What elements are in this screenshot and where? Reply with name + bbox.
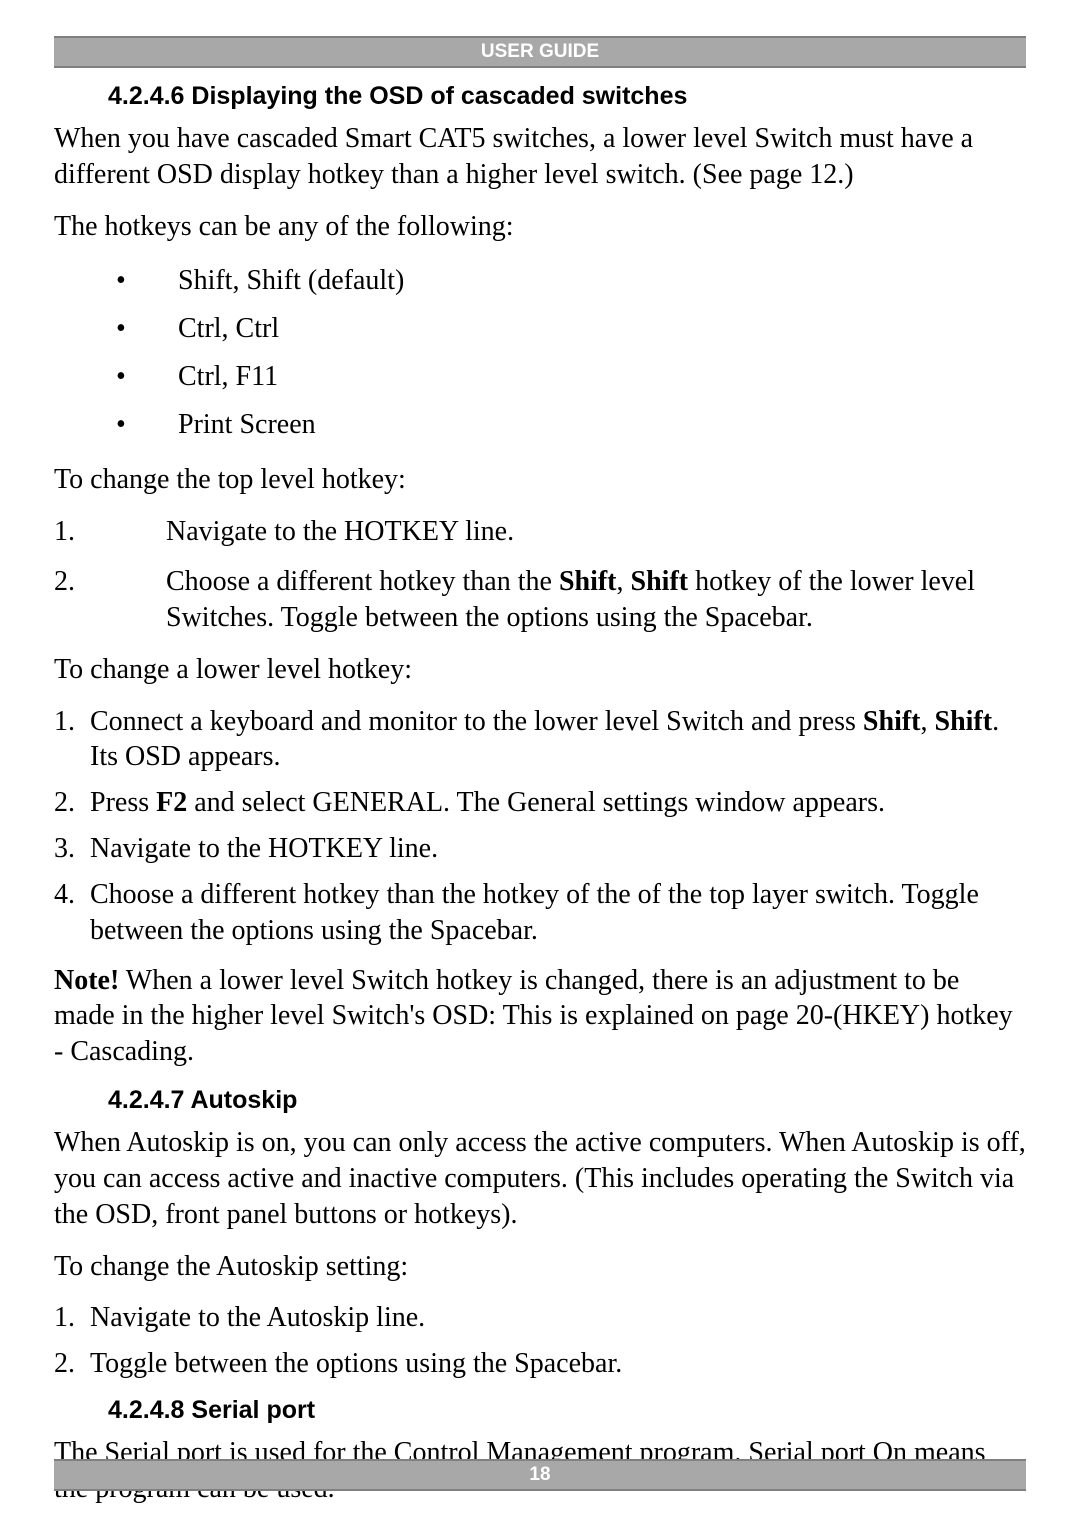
step-text: Toggle between the options using the Spa… [90, 1346, 1026, 1382]
hotkey-bullet-list: Shift, Shift (default) Ctrl, Ctrl Ctrl, … [54, 260, 1026, 446]
section-heading-4-2-4-6: 4.2.4.6 Displaying the OSD of cascaded s… [108, 82, 1026, 111]
paragraph: To change a lower level hotkey: [54, 652, 1026, 688]
step-number: 2. [54, 564, 166, 636]
list-item: Shift, Shift (default) [54, 260, 1026, 302]
step-text: Navigate to the HOTKEY line. [90, 831, 1026, 867]
step-text: Navigate to the Autoskip line. [90, 1300, 1026, 1336]
list-item: Ctrl, F11 [54, 356, 1026, 398]
list-item: 1. Connect a keyboard and monitor to the… [54, 704, 1026, 776]
list-item: 2. Choose a different hotkey than the Sh… [54, 564, 1026, 636]
list-item: 2. Toggle between the options using the … [54, 1346, 1026, 1382]
list-item: 4. Choose a different hotkey than the ho… [54, 877, 1026, 949]
header-title: USER GUIDE [481, 41, 599, 62]
paragraph: The hotkeys can be any of the following: [54, 209, 1026, 245]
step-number: 3. [54, 831, 90, 867]
step-text: Choose a different hotkey than the Shift… [166, 564, 1026, 636]
list-item: 1. Navigate to the HOTKEY line. [54, 514, 1026, 550]
list-item: 1. Navigate to the Autoskip line. [54, 1300, 1026, 1336]
list-item: Ctrl, Ctrl [54, 308, 1026, 350]
list-item: Print Screen [54, 404, 1026, 446]
page-number: 18 [529, 1464, 550, 1485]
step-text: Connect a keyboard and monitor to the lo… [90, 704, 1026, 776]
footer-bar: 18 [54, 1459, 1026, 1491]
lower-level-steps: 1. Connect a keyboard and monitor to the… [54, 704, 1026, 949]
step-number: 1. [54, 514, 166, 550]
paragraph: To change the top level hotkey: [54, 462, 1026, 498]
step-text: Choose a different hotkey than the hotke… [90, 877, 1026, 949]
step-number: 2. [54, 1346, 90, 1382]
list-item: 3. Navigate to the HOTKEY line. [54, 831, 1026, 867]
step-number: 1. [54, 1300, 90, 1336]
paragraph: When you have cascaded Smart CAT5 switch… [54, 121, 1026, 193]
step-text: Navigate to the HOTKEY line. [166, 514, 1026, 550]
paragraph: To change the Autoskip setting: [54, 1249, 1026, 1285]
step-text: Press F2 and select GENERAL. The General… [90, 785, 1026, 821]
autoskip-steps: 1. Navigate to the Autoskip line. 2. Tog… [54, 1300, 1026, 1382]
document-page: USER GUIDE 4.2.4.6 Displaying the OSD of… [0, 0, 1080, 1507]
step-number: 1. [54, 704, 90, 776]
section-heading-4-2-4-8: 4.2.4.8 Serial port [108, 1396, 1026, 1425]
paragraph: When Autoskip is on, you can only access… [54, 1125, 1026, 1232]
note-label: Note! [54, 965, 119, 996]
header-bar: USER GUIDE [54, 36, 1026, 68]
step-number: 2. [54, 785, 90, 821]
section-heading-4-2-4-7: 4.2.4.7 Autoskip [108, 1086, 1026, 1115]
list-item: 2. Press F2 and select GENERAL. The Gene… [54, 785, 1026, 821]
step-number: 4. [54, 877, 90, 949]
note-paragraph: Note! When a lower level Switch hotkey i… [54, 963, 1026, 1070]
top-level-steps: 1. Navigate to the HOTKEY line. 2. Choos… [54, 514, 1026, 635]
